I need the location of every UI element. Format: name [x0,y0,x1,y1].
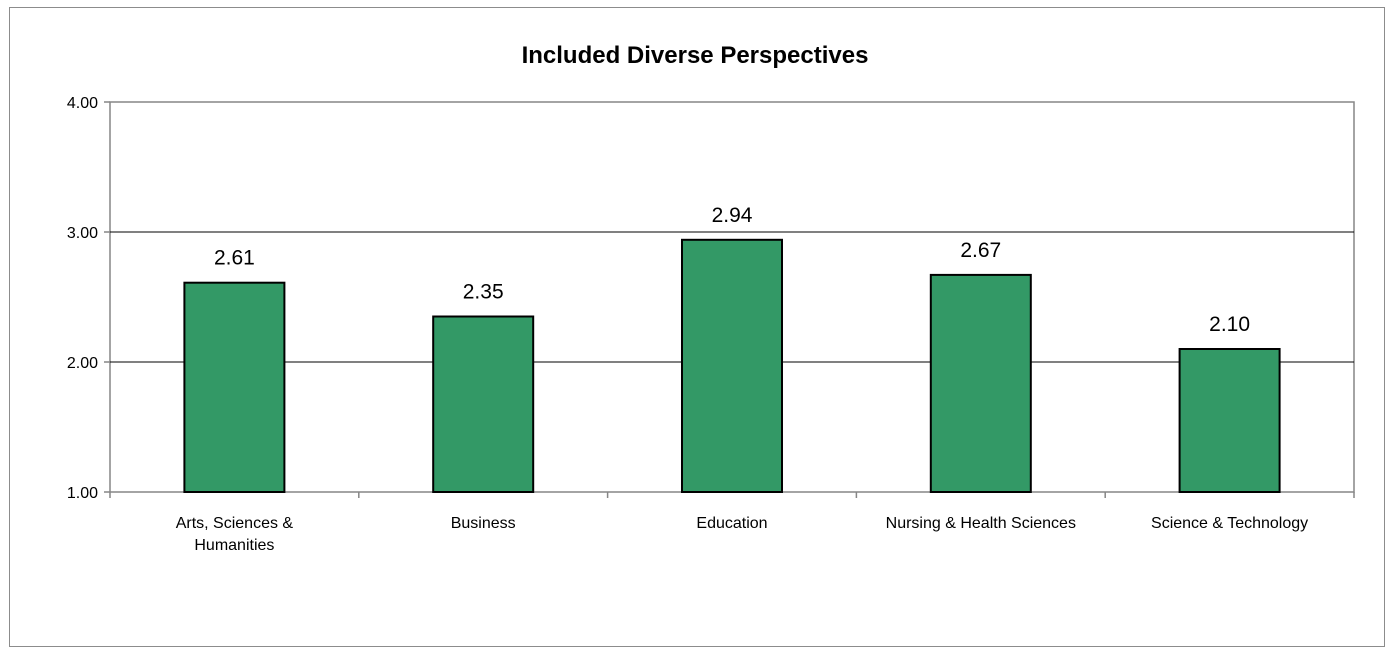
x-category-label: Nursing & Health Sciences [886,515,1076,532]
y-tick-label: 2.00 [67,355,98,372]
data-label: 2.94 [712,204,753,227]
bar [929,273,1032,493]
bar [681,238,783,493]
chart-title: Included Diverse Perspectives [521,42,869,69]
bar [432,315,535,493]
data-label: 2.61 [214,247,255,270]
y-tick-label: 1.00 [67,485,98,502]
data-label: 2.10 [1209,313,1250,336]
data-label: 2.35 [463,281,504,304]
bar [1178,348,1281,493]
x-category-label: Humanities [194,537,274,554]
data-label: 2.67 [960,239,1001,262]
x-category-label: Science & Technology [1151,515,1308,532]
x-category-label: Education [696,515,767,532]
bar-chart: 1.00 2.00 3.00 4.00 2.61 Arts, Sciences & Huma… [67,95,1355,554]
y-tick-label: 3.00 [67,225,98,242]
x-category-label: Business [451,515,516,532]
x-category-label: Arts, Sciences & [176,515,294,532]
bar [183,281,286,494]
y-tick-label: 4.00 [67,95,98,112]
